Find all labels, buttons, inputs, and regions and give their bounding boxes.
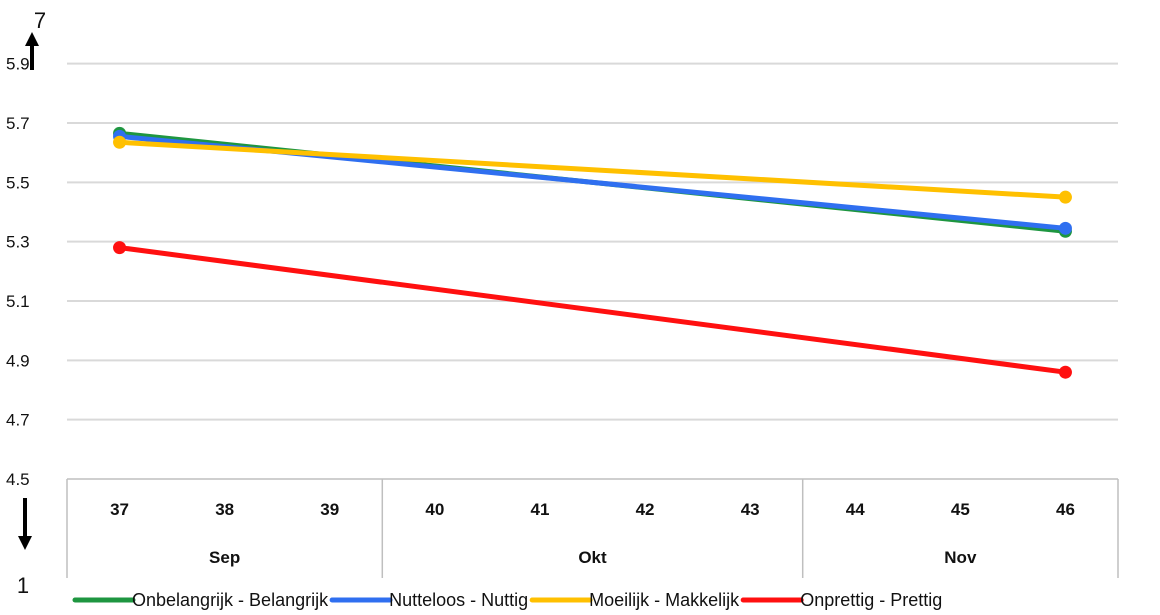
- y-tick-label: 4.5: [6, 470, 30, 489]
- legend-item: Onbelangrijk - Belangrijk: [72, 590, 329, 610]
- legend-label: Onprettig - Prettig: [800, 590, 942, 610]
- y-tick-labels: 4.5 4.7 4.9 5.1 5.3 5.5 5.7 5.9: [6, 55, 30, 489]
- series-line: [117, 245, 1068, 375]
- legend: Onbelangrijk - Belangrijk Nutteloos - Nut…: [72, 590, 942, 610]
- data-point: [113, 241, 127, 255]
- series-lines: [113, 126, 1072, 379]
- x-tick-label: 39: [320, 500, 339, 519]
- data-point: [1058, 190, 1072, 204]
- data-point: [1058, 221, 1072, 235]
- data-point: [113, 135, 127, 149]
- legend-label: Onbelangrijk - Belangrijk: [132, 590, 329, 610]
- x-tick-label: 41: [530, 500, 549, 519]
- gridlines: [67, 62, 1118, 421]
- axis-bottom-label: 1: [17, 573, 29, 598]
- legend-item: Nutteloos - Nuttig: [329, 590, 528, 610]
- legend-label: Moeilijk - Makkelijk: [589, 590, 740, 610]
- x-tick-label: 37: [110, 500, 129, 519]
- legend-item: Onprettig - Prettig: [740, 590, 942, 610]
- y-tick-label: 4.9: [6, 351, 30, 370]
- x-tick-label: 46: [1056, 500, 1075, 519]
- x-axis: 37 38 39 40 41 42 43 44 45 46 Sep Okt Nov: [66, 478, 1119, 578]
- legend-label: Nutteloos - Nuttig: [389, 590, 528, 610]
- axis-top-label: 7: [34, 8, 46, 33]
- x-tick-label: 40: [425, 500, 444, 519]
- x-group-label: Okt: [578, 548, 607, 567]
- x-group-label: Nov: [944, 548, 977, 567]
- x-tick-label: 44: [846, 500, 865, 519]
- up-arrow-icon: [25, 32, 39, 70]
- x-tick-label: 43: [741, 500, 760, 519]
- legend-item: Moeilijk - Makkelijk: [529, 590, 740, 610]
- y-tick-label: 5.1: [6, 292, 30, 311]
- y-tick-label: 4.7: [6, 411, 30, 430]
- x-tick-label: 38: [215, 500, 234, 519]
- y-tick-label: 5.3: [6, 233, 30, 252]
- x-tick-label: 42: [636, 500, 655, 519]
- y-tick-label: 5.5: [6, 173, 30, 192]
- x-group-label: Sep: [209, 548, 240, 567]
- y-tick-label: 5.7: [6, 114, 30, 133]
- y-tick-label: 5.9: [6, 55, 30, 74]
- down-arrow-icon: [18, 498, 32, 550]
- series-line: [117, 139, 1068, 200]
- data-point: [1058, 365, 1072, 379]
- x-tick-label: 45: [951, 500, 970, 519]
